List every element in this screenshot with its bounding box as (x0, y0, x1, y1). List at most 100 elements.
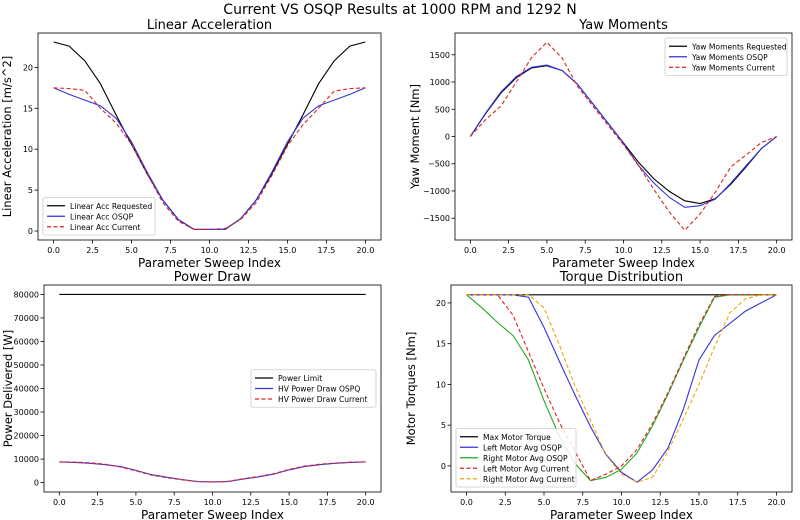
x-tick-label: 12.5 (240, 246, 258, 255)
x-tick-label: 10.0 (201, 246, 219, 255)
legend-label: Left Motor Avg OSQP (483, 443, 562, 452)
legend-label: Yaw Moments OSQP (691, 53, 768, 62)
x-tick-label: 0.0 (53, 498, 66, 507)
legend-frame (455, 428, 577, 488)
chart-title: Torque Distribution (559, 270, 683, 285)
legend-label: Linear Acc Requested (70, 202, 152, 211)
x-tick-label: 17.5 (729, 246, 747, 255)
y-tick-label: 5 (28, 186, 33, 195)
y-tick-label: 1000 (430, 78, 450, 87)
y-tick-label: 1500 (430, 51, 450, 60)
legend: Yaw Moments Requested Yaw Moments OSQPYaw… (664, 37, 788, 76)
y-tick-label: −500 (428, 160, 450, 169)
y-tick-label: −1500 (423, 214, 450, 223)
x-tick-label: 20.0 (768, 498, 786, 507)
legend-frame (42, 197, 156, 236)
y-tick-label: 15 (436, 340, 446, 349)
chart-title: Linear Acceleration (147, 18, 272, 33)
x-tick-label: 12.5 (242, 498, 260, 507)
x-tick-label: 2.5 (499, 498, 512, 507)
y-tick-label: 60000 (14, 337, 39, 346)
legend-label: Right Motor Avg OSQP (483, 454, 568, 463)
y-tick-label: 20 (23, 63, 33, 72)
x-tick-label: 7.5 (579, 246, 592, 255)
legend-label: Max Motor Torque (483, 433, 551, 442)
y-tick-label: 10 (436, 380, 446, 389)
x-axis-label: Parameter Sweep Index (138, 256, 281, 270)
y-axis-label: Motor Torques [Nm] (404, 332, 418, 446)
y-tick-label: 0 (445, 133, 450, 142)
x-tick-label: 12.5 (651, 498, 669, 507)
legend-label: Linear Acc Current (70, 223, 140, 232)
x-tick-label: 7.5 (576, 498, 589, 507)
series-line-3 (469, 41, 777, 232)
legend-label: Left Motor Avg Current (483, 464, 569, 473)
y-axis-label: Power Delivered [W] (1, 330, 15, 447)
series-line-4 (466, 294, 777, 482)
x-tick-label: 0.0 (47, 246, 60, 255)
legend-label: Linear Acc OSQP (70, 212, 134, 221)
y-tick-label: 10 (23, 145, 33, 154)
chart-1: Linear Acceleration 0.0 2.5 5.0 7.5 10.0 12.5 1… (0, 18, 382, 270)
x-tick-label: 20.0 (768, 246, 786, 255)
x-tick-label: 20.0 (357, 498, 375, 507)
x-tick-label: 15.0 (691, 246, 709, 255)
y-tick-label: 30000 (14, 408, 39, 417)
x-axis-label: Parameter Sweep Index (141, 508, 284, 520)
x-tick-label: 5.0 (538, 498, 551, 507)
series-group (59, 293, 366, 483)
legend-label: Power Limit (278, 374, 322, 383)
y-tick-label: 0 (34, 479, 39, 488)
x-tick-label: 5.0 (541, 246, 554, 255)
chart-title: Power Draw (174, 270, 252, 285)
x-tick-label: 17.5 (318, 498, 336, 507)
y-tick-label: 20 (436, 299, 446, 308)
y-tick-label: 500 (435, 105, 450, 114)
y-tick-label: 10000 (14, 455, 39, 464)
series-group (469, 41, 778, 232)
y-tick-label: 15 (23, 104, 33, 113)
x-tick-label: 15.0 (280, 498, 298, 507)
y-tick-label: 50000 (14, 361, 39, 370)
x-tick-label: 10.0 (204, 498, 222, 507)
y-tick-label: 0 (28, 227, 33, 236)
legend-label: HV Power Draw OSPQ (278, 385, 360, 394)
chart-4: Torque Distribution 0.0 2.5 5.0 7.5 10.0 12.5 1… (404, 270, 793, 520)
y-axis-label: Linear Acceleration [m/s^2] (0, 56, 14, 218)
x-tick-label: 5.0 (130, 498, 143, 507)
x-tick-label: 12.5 (653, 246, 671, 255)
x-tick-label: 2.5 (86, 246, 99, 255)
x-tick-label: 2.5 (91, 498, 104, 507)
y-tick-label: −1000 (423, 187, 450, 196)
series-line-5 (466, 294, 777, 483)
legend-label: Yaw Moments Current (691, 63, 775, 72)
y-tick-label: 5 (441, 421, 446, 430)
y-axis-label: Yaw Moment [Nm] (408, 84, 422, 190)
series-line-2 (469, 64, 778, 208)
series-group (53, 41, 366, 230)
x-axis-label: Parameter Sweep Index (550, 508, 693, 520)
series-group (466, 294, 777, 483)
legend-frame (664, 37, 788, 76)
legend-label: Yaw Moments Requested (691, 42, 787, 51)
chart-3: Power Draw 0.0 2.5 5.0 7.5 10.0 12.5 15.0 17.5 20… (1, 270, 382, 520)
y-tick-label: 40000 (14, 385, 39, 394)
x-tick-label: 0.0 (460, 498, 473, 507)
y-tick-label: 70000 (14, 314, 39, 323)
x-tick-label: 17.5 (729, 498, 747, 507)
legend-label: Right Motor Avg Current (483, 475, 575, 484)
x-tick-label: 20.0 (357, 246, 375, 255)
x-tick-label: 15.0 (690, 498, 708, 507)
x-tick-label: 10.0 (613, 498, 631, 507)
x-tick-label: 2.5 (502, 246, 515, 255)
x-tick-label: 0.0 (464, 246, 477, 255)
legend-frame (250, 369, 377, 408)
x-axis-label: Parameter Sweep Index (552, 256, 695, 270)
series-line-2 (466, 294, 777, 483)
series-line-3 (53, 87, 366, 230)
series-line-2 (59, 461, 366, 483)
